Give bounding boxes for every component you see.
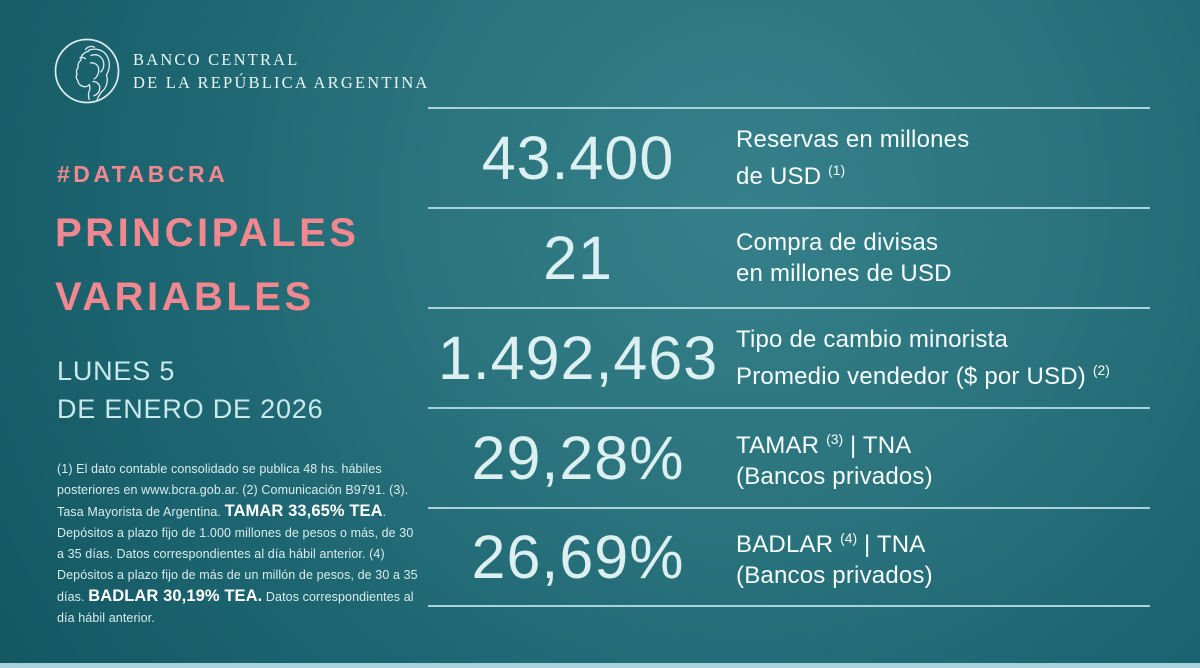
variable-value: 29,28% xyxy=(471,424,685,492)
variable-row: 29,28% TAMAR (3) | TNA (Bancos privados) xyxy=(428,407,1150,507)
variable-row: 26,69% BADLAR (4) | TNA (Bancos privados) xyxy=(428,507,1150,607)
variable-label: Reservas en millones de USD (1) xyxy=(736,126,970,190)
hashtag-databcra: #DATABCRA xyxy=(57,161,229,187)
page-title-line2: VARIABLES xyxy=(55,275,315,319)
brand-name: BANCO CENTRAL DE LA REPÚBLICA ARGENTINA xyxy=(133,48,430,94)
brand: BANCO CENTRAL DE LA REPÚBLICA ARGENTINA xyxy=(53,37,430,105)
variable-value: 26,69% xyxy=(471,523,685,591)
bcra-liberty-head-icon xyxy=(53,37,121,105)
report-date-line1: LUNES 5 xyxy=(57,356,176,386)
variable-label: Tipo de cambio minorista Promedio vendedo… xyxy=(736,326,1110,390)
page-title-line1: PRINCIPALES xyxy=(55,211,360,255)
variable-row: 1.492,463 Tipo de cambio minorista Promedi… xyxy=(428,307,1150,407)
report-date: LUNES 5 DE ENERO DE 2026 xyxy=(57,352,323,428)
report-date-line2: DE ENERO DE 2026 xyxy=(57,394,324,424)
variable-row: 43.400 Reservas en millones de USD (1) xyxy=(428,107,1150,207)
variable-value: 21 xyxy=(543,224,613,292)
brand-name-line2: DE LA REPÚBLICA ARGENTINA xyxy=(133,73,430,92)
footnote: (1) El dato contable consolidado se publ… xyxy=(57,462,418,625)
variable-row: 21 Compra de divisas en millones de USD xyxy=(428,207,1150,307)
variable-value: 1.492,463 xyxy=(437,324,719,392)
variable-label: TAMAR (3) | TNA (Bancos privados) xyxy=(736,431,933,490)
variable-label: BADLAR (4) | TNA (Bancos privados) xyxy=(736,530,933,589)
brand-name-line1: BANCO CENTRAL xyxy=(133,50,300,69)
page-title: PRINCIPALES VARIABLES xyxy=(55,201,359,329)
bottom-accent-bar xyxy=(0,663,1200,668)
variable-label: Compra de divisas en millones de USD xyxy=(736,229,952,287)
variables-table: 43.400 Reservas en millones de USD (1) 21 Co… xyxy=(428,107,1150,607)
variable-value: 43.400 xyxy=(481,124,675,192)
